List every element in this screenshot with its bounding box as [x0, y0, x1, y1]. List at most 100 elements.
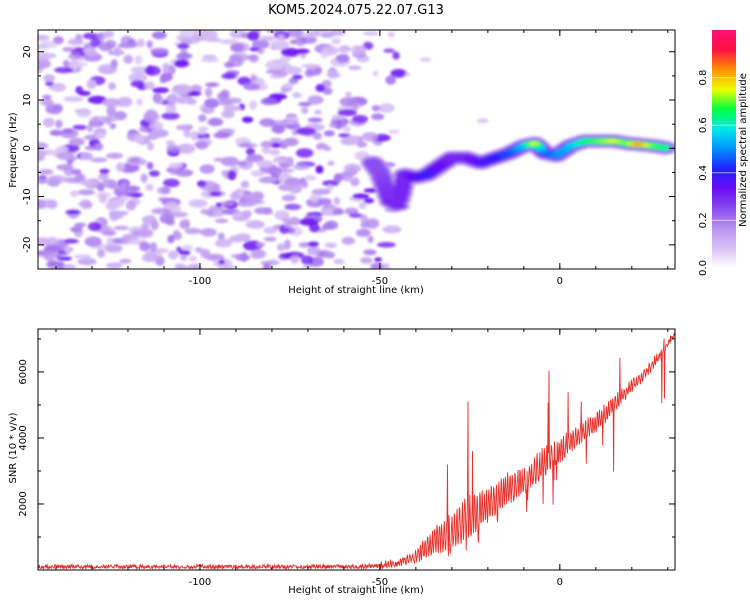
noise-blob [106, 262, 123, 269]
signal-blob [538, 149, 548, 153]
noise-blob [476, 118, 489, 124]
noise-blob [68, 52, 83, 60]
colorbar-tick-label: 0.0 [698, 260, 709, 276]
noise-blob [84, 236, 102, 247]
noise-blob [371, 113, 385, 121]
noise-blob [214, 218, 229, 223]
noise-blob [200, 248, 211, 259]
noise-blob [195, 247, 203, 253]
noise-blob [145, 109, 158, 119]
noise-blob [167, 96, 184, 103]
noise-blob [329, 30, 347, 37]
x-tick-label: -100 [189, 276, 212, 287]
noise-blob [228, 55, 242, 62]
noise-blob [176, 246, 183, 253]
noise-blob [102, 98, 122, 108]
noise-blob [45, 81, 54, 86]
noise-blob [175, 265, 190, 269]
noise-blob [186, 90, 202, 97]
x-tick-label: 0 [557, 276, 563, 287]
noise-blob [70, 169, 82, 175]
noise-blob [149, 130, 169, 138]
noise-blob [209, 191, 222, 197]
noise-blob [419, 57, 432, 62]
noise-blob [317, 198, 332, 206]
noise-blob [119, 258, 132, 264]
colorbar-tick-label: 0.6 [698, 117, 709, 133]
noise-blob [165, 105, 177, 114]
colorbar-tick-label: 0.2 [698, 212, 709, 228]
noise-blob [199, 164, 215, 174]
noise-blob [278, 183, 295, 192]
noise-blob [213, 157, 225, 162]
snr-frame [37, 328, 676, 571]
noise-blob [191, 263, 202, 269]
noise-blob [331, 38, 341, 45]
snr-xlabel: Height of straight line (km) [288, 585, 424, 596]
colorbar-tick-label: 0.4 [698, 165, 709, 181]
noise-blob [333, 197, 341, 205]
noise-blob [47, 261, 58, 267]
noise-blob [249, 100, 258, 110]
noise-blob [120, 181, 128, 189]
noise-blob [106, 106, 117, 117]
noise-blob [98, 194, 107, 204]
noise-blob [43, 74, 56, 83]
noise-blob [72, 124, 88, 130]
noise-blob [68, 137, 85, 146]
noise-blob [161, 112, 180, 120]
noise-blob [217, 92, 227, 102]
noise-blob [320, 50, 330, 59]
noise-blob [79, 152, 93, 161]
noise-blob [213, 183, 221, 193]
noise-blob [38, 44, 49, 50]
noise-blob [301, 106, 309, 115]
noise-blob [69, 61, 88, 68]
noise-blob [38, 149, 46, 159]
noise-blob [145, 183, 154, 191]
noise-blob [250, 191, 264, 201]
noise-blob [311, 188, 331, 195]
signal-blob [396, 177, 411, 185]
noise-blob [135, 228, 154, 239]
noise-blob [74, 222, 87, 227]
noise-blob [363, 249, 377, 256]
noise-blob [383, 48, 395, 53]
noise-blob [97, 64, 118, 75]
noise-blob [392, 51, 400, 60]
noise-blob [281, 217, 291, 223]
noise-blob [150, 220, 159, 231]
noise-blob [149, 242, 158, 253]
noise-blob [245, 154, 264, 163]
noise-blob [217, 232, 225, 240]
noise-blob [197, 114, 207, 122]
noise-blob [141, 253, 159, 263]
noise-blob [286, 30, 304, 38]
noise-blob [96, 132, 106, 140]
spectrogram-ylabel: Frequency (Hz) [8, 112, 19, 188]
noise-blob [99, 168, 110, 174]
noise-blob [285, 251, 305, 259]
noise-blob [168, 162, 184, 169]
noise-blob [316, 142, 328, 150]
noise-blob [123, 54, 134, 64]
noise-blob [215, 202, 222, 208]
noise-blob [299, 36, 317, 44]
noise-blob [179, 219, 189, 229]
noise-blob [331, 114, 345, 121]
noise-blob [113, 225, 129, 231]
noise-blob [177, 143, 196, 154]
noise-blob [315, 83, 326, 93]
noise-blob [301, 264, 313, 269]
noise-blob [388, 130, 400, 134]
noise-blob [343, 125, 351, 133]
noise-blob [62, 128, 74, 134]
noise-blob [333, 173, 343, 184]
colorbar-ticks: 0.0 0.2 0.4 0.6 0.8 [698, 70, 736, 276]
noise-blob [178, 250, 191, 256]
noise-blob [288, 216, 301, 226]
noise-blob [219, 39, 240, 45]
noise-blob [301, 32, 321, 38]
noise-blob [352, 193, 370, 199]
noise-blob [160, 72, 173, 82]
